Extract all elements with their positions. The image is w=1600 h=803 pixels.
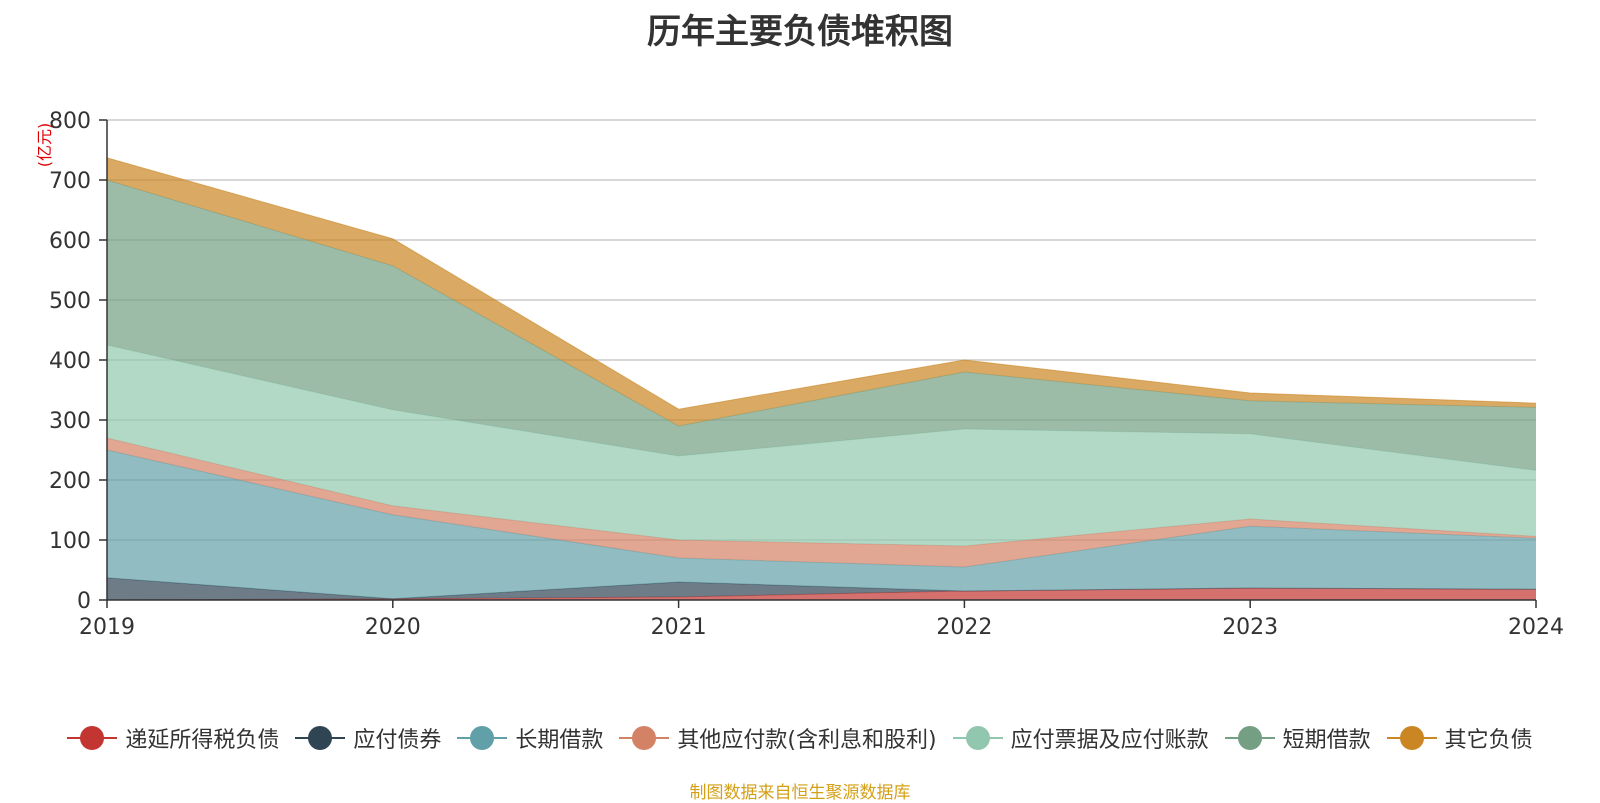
- legend-marker-icon: [295, 725, 346, 751]
- x-tick-label: 2020: [365, 615, 421, 640]
- legend-item[interactable]: 短期借款: [1224, 722, 1371, 754]
- x-tick-label: 2023: [1222, 615, 1278, 640]
- legend-item[interactable]: 递延所得税负债: [67, 722, 279, 754]
- legend-label: 应付债券: [353, 728, 442, 753]
- y-tick-label: 700: [49, 169, 91, 194]
- x-tick-label: 2019: [79, 615, 135, 640]
- legend-label: 应付票据及应付账款: [1010, 728, 1209, 753]
- legend-label: 递延所得税负债: [125, 728, 280, 753]
- series-line-6: [106, 157, 1537, 410]
- legend-label: 其它负债: [1444, 728, 1533, 753]
- y-tick-label: 200: [49, 469, 91, 494]
- legend-marker-icon: [1386, 725, 1437, 751]
- legend-label: 长期借款: [515, 728, 604, 753]
- legend-item[interactable]: 其他应付款(含利息和股利): [619, 722, 937, 754]
- legend-dot-icon: [1237, 726, 1262, 750]
- chart-title: 历年主要负债堆积图: [647, 12, 953, 52]
- area-series: [106, 157, 1537, 601]
- legend: 递延所得税负债 应付债券 长期借款 其他应付款(含利息和股利) 应付票据及应付账款 短期借…: [0, 718, 1600, 758]
- y-tick-label: 100: [49, 529, 91, 554]
- stacked-area-chart: 0 100 200 300 400 500 600 700 800 2019 2020 2021 202…: [35, 109, 1564, 640]
- legend-marker-icon: [952, 725, 1003, 751]
- legend-label: 其他应付款(含利息和股利): [677, 728, 937, 753]
- x-tick-label: 2024: [1508, 615, 1564, 640]
- area-series-2: [107, 450, 1536, 599]
- legend-dot-icon: [1399, 726, 1424, 750]
- legend-dot-icon: [965, 726, 990, 750]
- y-tick-label: 0: [77, 589, 91, 614]
- source-note: 制图数据来自恒生聚源数据库: [689, 783, 911, 803]
- x-tick-label: 2021: [651, 615, 707, 640]
- legend-item[interactable]: 应付票据及应付账款: [952, 722, 1209, 754]
- y-tick-label: 800: [49, 109, 91, 134]
- y-tick-label: 600: [49, 229, 91, 254]
- area-series-5: [107, 180, 1536, 471]
- y-tick-label: 400: [49, 349, 91, 374]
- y-tick-label: 500: [49, 289, 91, 314]
- legend-marker-icon: [1224, 725, 1275, 751]
- legend-marker-icon: [457, 725, 508, 751]
- legend-dot-icon: [632, 726, 657, 750]
- area-series-4: [107, 345, 1536, 546]
- area-series-1: [107, 577, 1536, 600]
- legend-dot-icon: [470, 726, 495, 750]
- area-series-6: [107, 157, 1536, 427]
- legend-label: 短期借款: [1282, 728, 1371, 753]
- legend-dot-icon: [308, 726, 333, 750]
- y-tick-label: 300: [49, 409, 91, 434]
- y-axis-unit-label: (亿元): [35, 123, 54, 168]
- legend-dot-icon: [80, 726, 105, 750]
- legend-marker-icon: [67, 725, 118, 751]
- legend-marker-icon: [619, 725, 670, 751]
- legend-item[interactable]: 长期借款: [457, 722, 603, 754]
- legend-item[interactable]: 应付债券: [295, 722, 441, 754]
- area-series-3: [107, 438, 1536, 567]
- x-tick-label: 2022: [936, 615, 992, 640]
- axes: 0 100 200 300 400 500 600 700 800 2019 2020 2021 202…: [35, 109, 1564, 640]
- legend-item[interactable]: 其它负债: [1386, 722, 1533, 754]
